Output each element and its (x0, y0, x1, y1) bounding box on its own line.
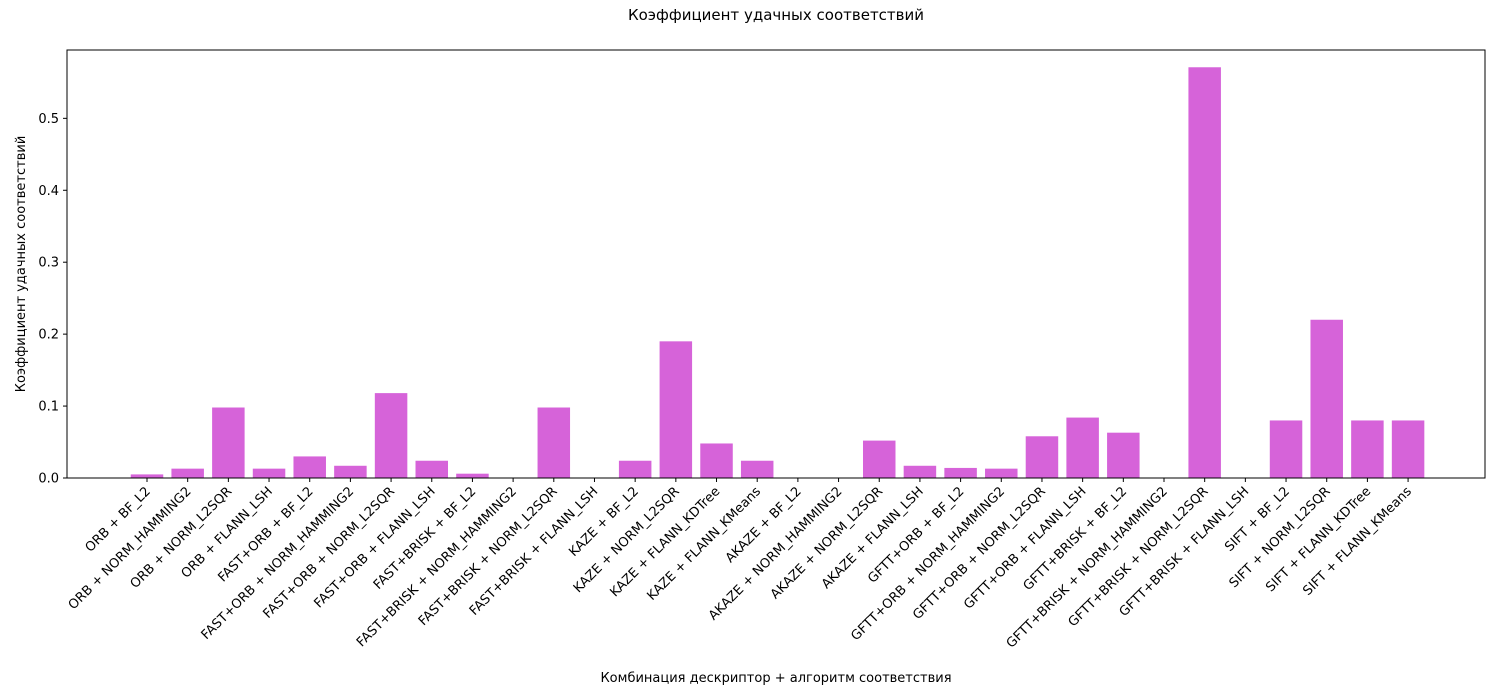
bar (415, 460, 449, 478)
bars-group (130, 67, 1425, 479)
bar (1310, 319, 1343, 478)
y-axis: 0.0 0.1 0.2 0.3 0.4 0.5 (38, 112, 67, 487)
bar (334, 465, 367, 478)
y-tick-label: 0.0 (38, 472, 59, 487)
x-tick-label: KAZE + BF_L2 (566, 484, 642, 560)
bar (740, 460, 774, 478)
y-axis-label: Коэффициент удачных соответствий (14, 136, 29, 393)
bar (1066, 417, 1099, 478)
bar (1188, 67, 1221, 479)
x-tick-label: AKAZE + BF_L2 (723, 484, 805, 566)
y-tick-label: 0.1 (38, 400, 59, 415)
x-axis-label: Комбинация дескриптор + алгоритм соответ… (600, 671, 951, 686)
bar (985, 468, 1018, 478)
bar (862, 440, 896, 478)
plot-frame (66, 49, 1486, 479)
y-tick-label: 0.4 (38, 184, 59, 199)
bar (1107, 432, 1140, 478)
bar (252, 468, 286, 478)
bar (1391, 420, 1425, 478)
bar (130, 474, 164, 478)
bar (456, 473, 489, 478)
bar (293, 456, 326, 478)
y-tick-label: 0.2 (38, 328, 59, 343)
bar (537, 407, 571, 478)
bar (212, 407, 245, 478)
bar (1269, 420, 1303, 478)
bar (1351, 420, 1384, 478)
y-tick-label: 0.5 (38, 112, 59, 127)
bar (1025, 436, 1059, 478)
bar (903, 465, 937, 478)
chart-title: Коэффициент удачных соответствий (628, 6, 924, 24)
bar (171, 468, 204, 478)
bar (700, 443, 733, 478)
bar (944, 467, 977, 478)
bar (374, 393, 408, 478)
bar (618, 460, 652, 478)
bar (659, 341, 693, 478)
x-tick-label: FAST+ORB + NORM_HAMMING2 (199, 484, 358, 643)
y-tick-label: 0.3 (38, 256, 59, 271)
